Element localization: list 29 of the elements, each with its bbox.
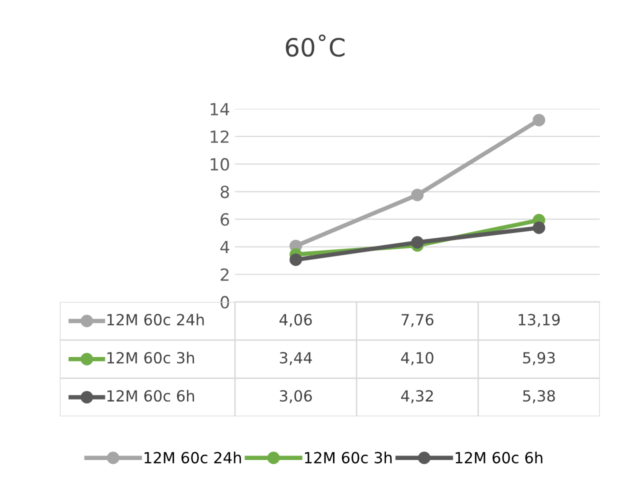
text: 12M 60c 3h — [305, 452, 392, 464]
legend-label: 12M 60c 3h — [107, 352, 194, 364]
y-tick-label: 10 — [210, 158, 230, 171]
data-label: 13,19 — [518, 314, 560, 327]
data-label: 5,38 — [523, 390, 555, 404]
data-label: 5,93 — [523, 352, 555, 366]
data-label: 4,06 — [280, 314, 312, 327]
point — [411, 236, 424, 249]
legend-label: 12M 60c 24h — [107, 314, 204, 326]
y-tick-label: 0 — [220, 296, 230, 309]
data-label: 4,10 — [401, 352, 434, 366]
data-label: 3,06 — [280, 390, 312, 404]
chart-title: 60˚C — [286, 34, 345, 57]
data-label: 4,32 — [401, 390, 433, 404]
point — [532, 114, 546, 126]
legend-label: 12M 60c 6h — [107, 390, 194, 402]
y-tick-label: 8 — [220, 186, 229, 198]
text: 12M 60c 6h — [456, 452, 542, 464]
text: 12M 60c 24h — [144, 452, 241, 464]
y-tick-label: 14 — [210, 103, 230, 116]
point — [411, 188, 424, 202]
y-tick-label: 12 — [210, 130, 228, 143]
y-tick-label: 4 — [220, 240, 230, 254]
y-tick-label: 2 — [220, 268, 228, 281]
data-label: 3,44 — [280, 352, 312, 366]
point — [532, 222, 546, 234]
point — [290, 254, 302, 266]
data-label: 7,76 — [402, 314, 434, 327]
y-tick-label: 6 — [220, 213, 230, 226]
